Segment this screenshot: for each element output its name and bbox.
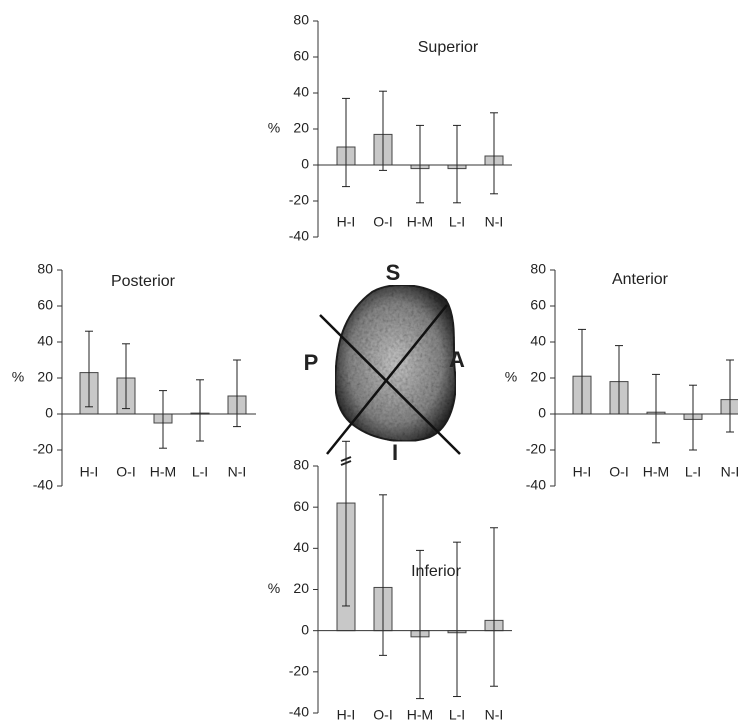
- x-tick-label: H-I: [337, 707, 356, 722]
- x-tick-label: N-I: [721, 464, 738, 480]
- y-tick-label: 80: [37, 261, 53, 277]
- y-tick-label: -20: [289, 192, 309, 208]
- orientation-label: P: [304, 350, 319, 375]
- x-tick-label: L-I: [449, 214, 465, 230]
- y-tick-label: 0: [301, 621, 309, 637]
- y-tick-label: -20: [33, 441, 53, 457]
- y-tick-label: 40: [37, 333, 53, 349]
- y-tick-label: 80: [530, 261, 546, 277]
- y-tick-label: 60: [293, 48, 309, 64]
- y-tick-label: -20: [526, 441, 546, 457]
- orientation-label: A: [449, 347, 465, 372]
- y-axis-label: %: [268, 580, 280, 596]
- panel: Posterior -40 -20 0 20 40 60 80% H-I O-I H-M L-I N-I: [12, 261, 256, 493]
- panel: Inferior -40 -20 0 20 40 60 80% H-I O-I H-M L-I N-I: [268, 441, 512, 722]
- y-tick-label: 20: [37, 369, 53, 385]
- y-tick-label: -40: [33, 477, 53, 493]
- figure: S P A I Superior -40 -20 0 20 40 60 80% H-I O-I H-…: [0, 0, 738, 722]
- x-tick-label: O-I: [116, 464, 135, 480]
- x-tick-label: H-I: [80, 464, 99, 480]
- y-tick-label: 40: [293, 539, 309, 555]
- y-tick-label: 20: [530, 369, 546, 385]
- x-tick-label: L-I: [685, 464, 701, 480]
- x-tick-label: L-I: [449, 707, 465, 722]
- x-tick-label: O-I: [373, 214, 392, 230]
- specimen-shape: [335, 285, 455, 441]
- chart-title: Inferior: [411, 563, 461, 580]
- x-tick-label: O-I: [609, 464, 628, 480]
- y-tick-label: -20: [289, 663, 309, 679]
- y-tick-label: 40: [530, 333, 546, 349]
- y-tick-label: 60: [37, 297, 53, 313]
- y-tick-label: 0: [538, 405, 546, 421]
- panel: Superior -40 -20 0 20 40 60 80% H-I O-I H-M L-I N-I: [268, 12, 512, 244]
- y-tick-label: 0: [301, 156, 309, 172]
- specimen: S P A I: [304, 260, 465, 465]
- chart-title: Superior: [418, 39, 479, 56]
- y-tick-label: 20: [293, 120, 309, 136]
- x-tick-label: H-I: [337, 214, 356, 230]
- panel: Anterior -40 -20 0 20 40 60 80% H-I O-I H-M L-I N-I: [505, 261, 738, 493]
- x-tick-label: N-I: [228, 464, 247, 480]
- x-tick-label: H-M: [407, 707, 433, 722]
- y-tick-label: 80: [293, 457, 309, 473]
- orientation-label: S: [386, 260, 401, 285]
- y-axis-label: %: [268, 120, 280, 136]
- y-tick-label: 80: [293, 12, 309, 28]
- y-axis-label: %: [505, 369, 517, 385]
- y-tick-label: 60: [293, 498, 309, 514]
- x-tick-label: H-I: [573, 464, 592, 480]
- x-tick-label: L-I: [192, 464, 208, 480]
- x-tick-label: H-M: [150, 464, 176, 480]
- x-tick-label: N-I: [485, 707, 504, 722]
- y-axis-label: %: [12, 369, 24, 385]
- y-tick-label: -40: [289, 228, 309, 244]
- x-tick-label: H-M: [407, 214, 433, 230]
- y-tick-label: -40: [526, 477, 546, 493]
- y-tick-label: 60: [530, 297, 546, 313]
- chart-title: Anterior: [612, 271, 669, 288]
- y-tick-label: 20: [293, 580, 309, 596]
- y-tick-label: 40: [293, 84, 309, 100]
- y-tick-label: 0: [45, 405, 53, 421]
- x-tick-label: O-I: [373, 707, 392, 722]
- y-tick-label: -40: [289, 704, 309, 720]
- x-tick-label: N-I: [485, 214, 504, 230]
- x-tick-label: H-M: [643, 464, 669, 480]
- chart-title: Posterior: [111, 273, 176, 290]
- orientation-label: I: [392, 440, 398, 465]
